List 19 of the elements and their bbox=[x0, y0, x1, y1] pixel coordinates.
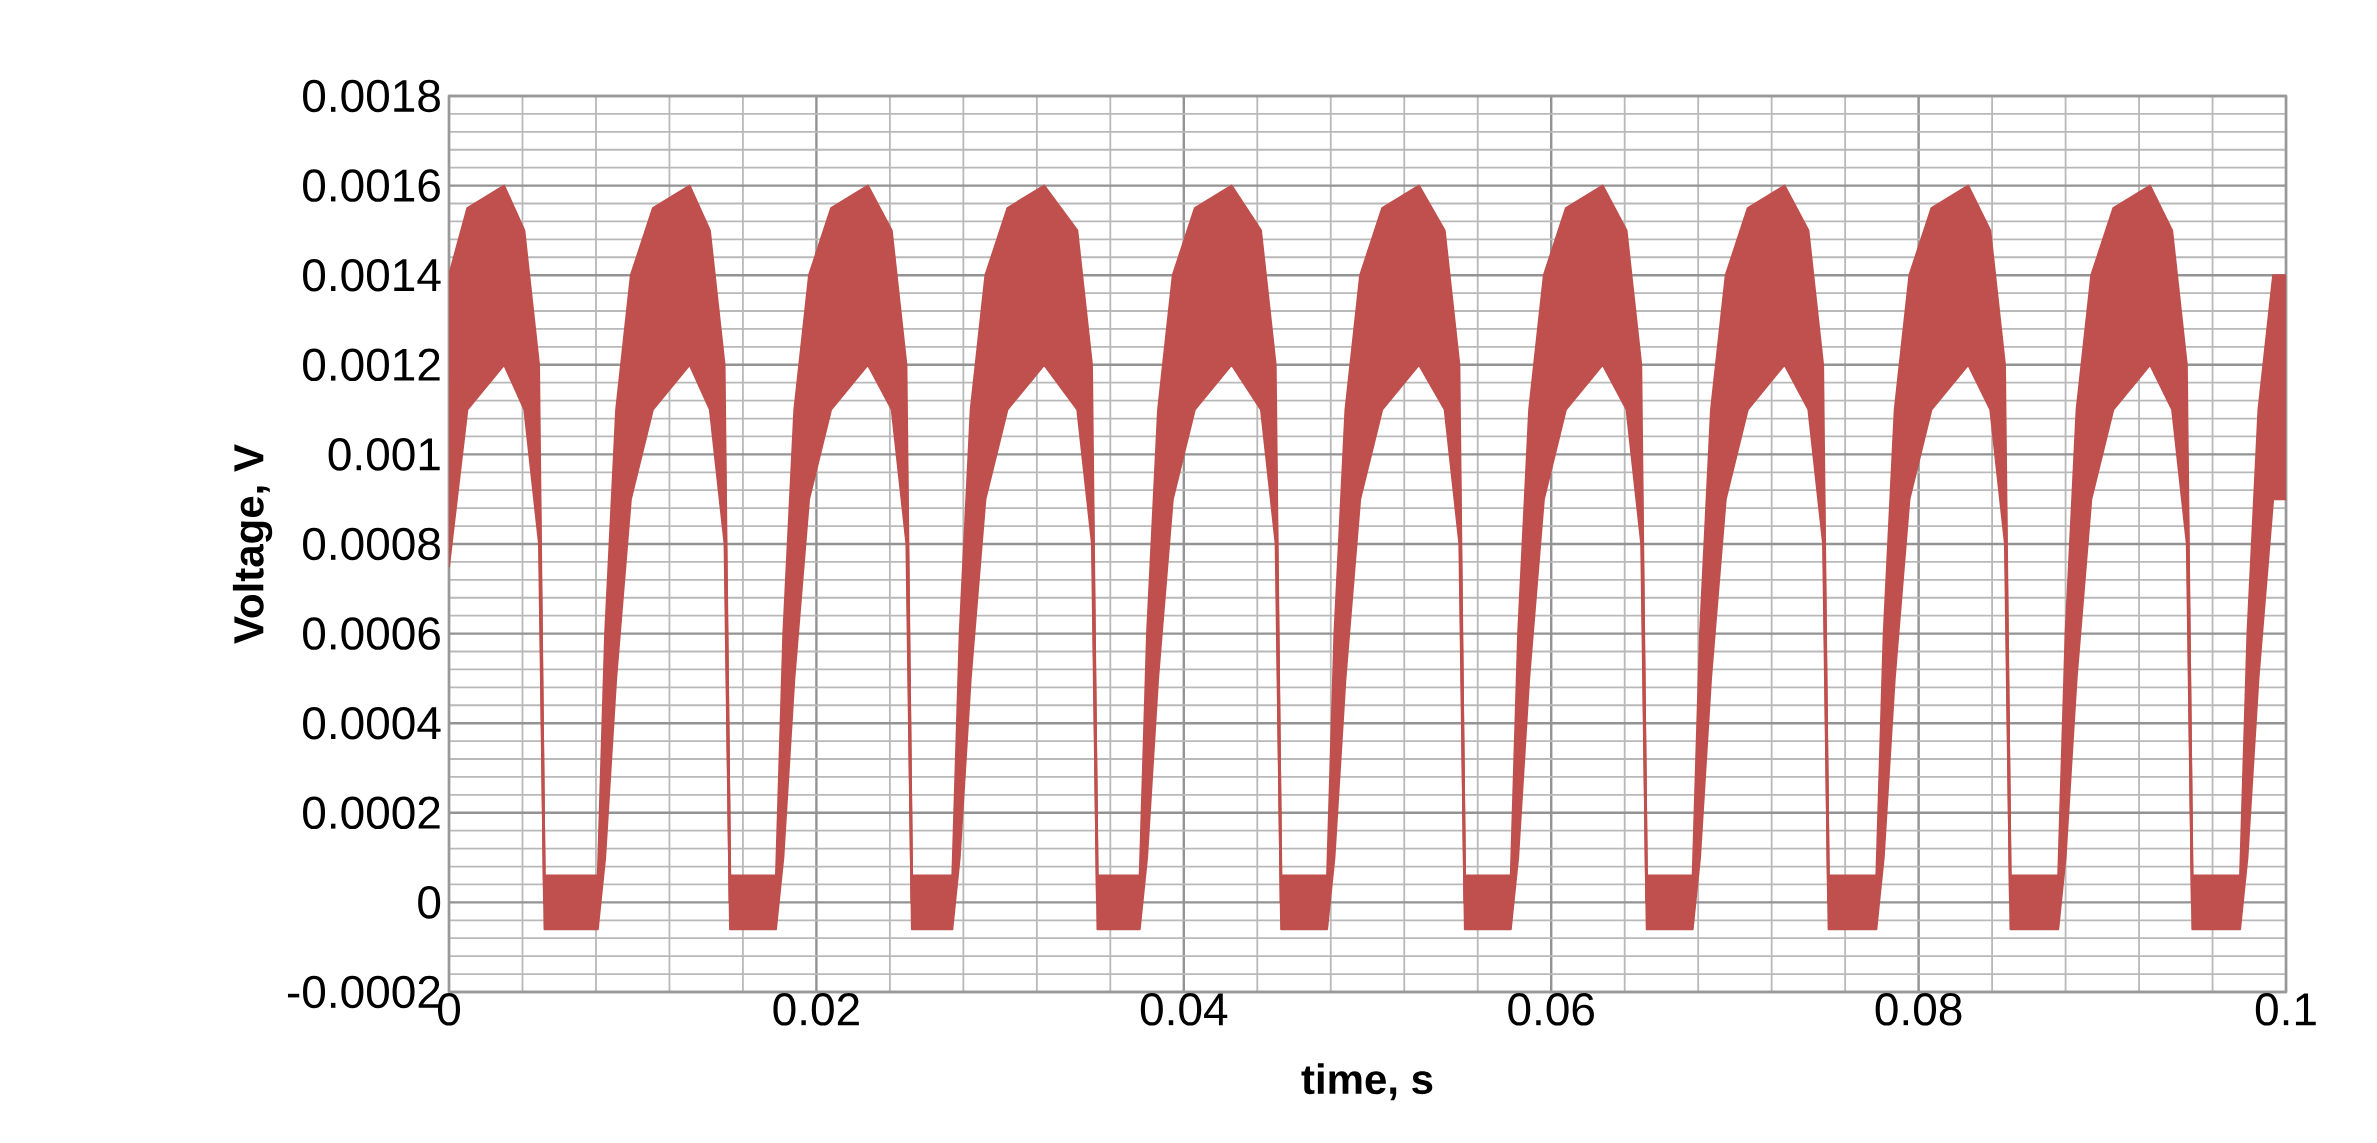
x-axis-title: time, s bbox=[1301, 1063, 1433, 1101]
y-tick-label: 0.0012 bbox=[303, 348, 440, 382]
x-tick-label: 0 bbox=[438, 993, 461, 1026]
y-tick-label: 0.0004 bbox=[303, 706, 441, 740]
y-tick-label: 0.0014 bbox=[303, 258, 441, 292]
y-tick-label: 0.0018 bbox=[303, 79, 440, 113]
y-tick-label: -0.0002 bbox=[287, 975, 440, 1009]
y-tick-label: 0.0016 bbox=[303, 169, 440, 202]
x-tick-label: 0.04 bbox=[1140, 993, 1228, 1026]
y-tick-label: 0.0006 bbox=[303, 617, 440, 650]
y-tick-label: 0 bbox=[418, 886, 441, 919]
x-tick-label: 0.02 bbox=[773, 993, 859, 1026]
y-tick-label: 0.0002 bbox=[303, 796, 440, 830]
x-tick-label: 0.06 bbox=[1508, 993, 1594, 1026]
y-axis-title: Voltage, V bbox=[232, 444, 273, 644]
y-tick-label: 0.001 bbox=[328, 438, 440, 471]
y-tick-label: 0.0008 bbox=[303, 527, 440, 561]
x-tick-label: 0.08 bbox=[1875, 993, 1962, 1026]
x-tick-label: 0.1 bbox=[2255, 993, 2316, 1026]
